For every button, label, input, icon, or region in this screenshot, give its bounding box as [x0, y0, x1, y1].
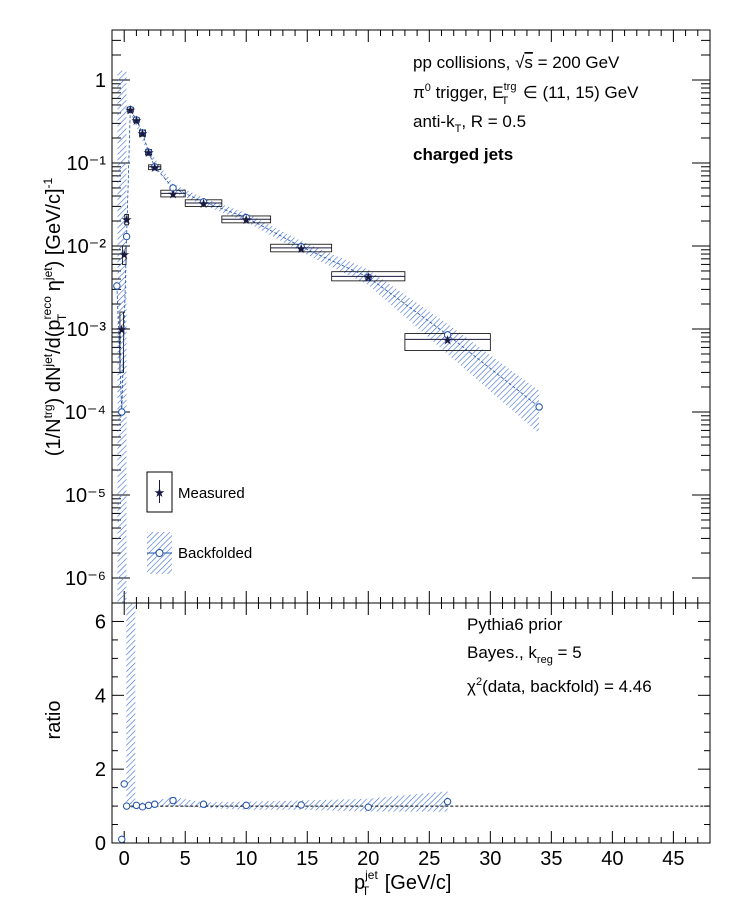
ratio-point	[132, 801, 141, 810]
annotation-bayes: Bayes., kreg = 5	[467, 643, 582, 666]
backfolded-point	[535, 403, 543, 411]
measured-point: ★	[116, 323, 128, 338]
x-tick-label: 20	[357, 848, 379, 870]
top-y-tick-label: 10⁻⁴	[65, 402, 106, 424]
ratio-uncertainty-band	[130, 791, 448, 812]
x-tick-label: 35	[540, 848, 562, 870]
backfolded-point	[118, 408, 126, 416]
x-tick-label: 0	[119, 848, 130, 870]
top-axis-ticks: 10⁻⁶ 10⁻⁵ 10⁻⁴ 10⁻³ 10⁻² 10⁻¹ 1	[65, 29, 710, 603]
annotation-chi2: χ2(data, backfold) = 4.46	[467, 676, 652, 696]
measured-point: ★	[295, 242, 307, 257]
ratio-point	[297, 801, 305, 809]
bottom-y-tick-label: 2	[95, 759, 106, 781]
measured-syst-box	[121, 245, 127, 265]
legend: ★ Measured Backfolded	[146, 471, 252, 574]
top-y-tick-label: 1	[95, 70, 106, 92]
backfolded-band	[117, 70, 540, 603]
measured-point: ★	[124, 104, 136, 119]
annotation-trigger: π0 trigger, Etrg T ∈ (11, 15) GeV	[413, 81, 639, 107]
measured-point: ★	[143, 146, 155, 161]
annotation-prior: Pythia6 prior	[467, 615, 563, 634]
x-tick-label: 30	[479, 848, 501, 870]
backfolded-point	[113, 282, 121, 290]
ratio-point	[169, 796, 177, 805]
annotation-charged-jets: charged jets	[413, 145, 513, 164]
top-y-tick-label: 10⁻²	[67, 236, 107, 258]
backfolded-point	[364, 273, 372, 281]
bottom-y-tick-label: 4	[95, 685, 106, 707]
x-tick-label: 5	[180, 848, 191, 870]
measured-point: ★	[118, 248, 130, 263]
bottom-y-tick-label: 6	[95, 611, 106, 633]
bottom-panel-frame	[111, 602, 711, 844]
annotation-algorithm: anti-kT, R = 0.5	[413, 112, 526, 135]
ratio-band	[126, 603, 448, 812]
ratio-spike-band	[126, 603, 136, 807]
bottom-axis-ticks: 0 5 10 15 20 25 30 35 40 45 0 2 4 6	[95, 603, 710, 870]
x-tick-label: 15	[296, 848, 318, 870]
legend-backfold-label: Backfolded	[178, 545, 252, 562]
measured-series: ★★★★★★★★★★★★★★	[116, 104, 491, 348]
measured-point: ★	[362, 270, 374, 285]
top-y-tick-label: 10⁻⁶	[65, 568, 106, 590]
x-tick-label: 10	[235, 848, 257, 870]
legend-measured-label: Measured	[178, 485, 245, 502]
backfolded-point	[199, 198, 208, 206]
measured-point: ★	[149, 161, 161, 176]
legend-measured-box	[146, 471, 173, 513]
measured-point: ★	[198, 197, 210, 212]
legend-measured-marker: ★	[154, 486, 166, 501]
ratio-point	[120, 780, 128, 788]
ratio-point	[364, 803, 372, 811]
x-tick-label: 25	[418, 848, 440, 870]
ratio-point	[242, 801, 250, 810]
measured-point: ★	[240, 213, 252, 228]
x-axis-title: pjet T [GeV/c]	[354, 868, 451, 898]
backfolded-point	[169, 184, 177, 192]
x-tick-label: 40	[601, 848, 623, 870]
x-tick-label: 45	[662, 848, 684, 870]
ratio-point	[151, 800, 159, 808]
top-y-tick-label: 10⁻³	[67, 319, 107, 341]
ratio-point	[138, 803, 147, 811]
measured-point: ★	[121, 213, 133, 228]
measured-point: ★	[167, 187, 179, 202]
ratio-point	[144, 801, 153, 810]
backfolded-point	[122, 232, 131, 241]
legend-backfold-marker	[155, 549, 164, 557]
ratio-point	[443, 797, 452, 806]
bottom-y-tick-label: 0	[95, 833, 106, 855]
top-y-tick-label: 10⁻¹	[67, 153, 107, 175]
ratio-points	[118, 780, 452, 844]
bottom-y-axis-title: ratio	[43, 701, 65, 740]
backfolded-lowpt-band	[117, 70, 127, 603]
top-y-tick-label: 10⁻⁵	[65, 485, 106, 507]
annotation-collisions: pp collisions, √s = 200 GeV	[413, 53, 620, 72]
ratio-point	[122, 802, 131, 810]
measured-point: ★	[137, 127, 149, 142]
backfolded-point	[443, 331, 452, 339]
measured-point: ★	[442, 333, 454, 348]
measured-point: ★	[131, 114, 143, 129]
ratio-point	[199, 800, 208, 808]
ratio-point	[118, 835, 126, 844]
